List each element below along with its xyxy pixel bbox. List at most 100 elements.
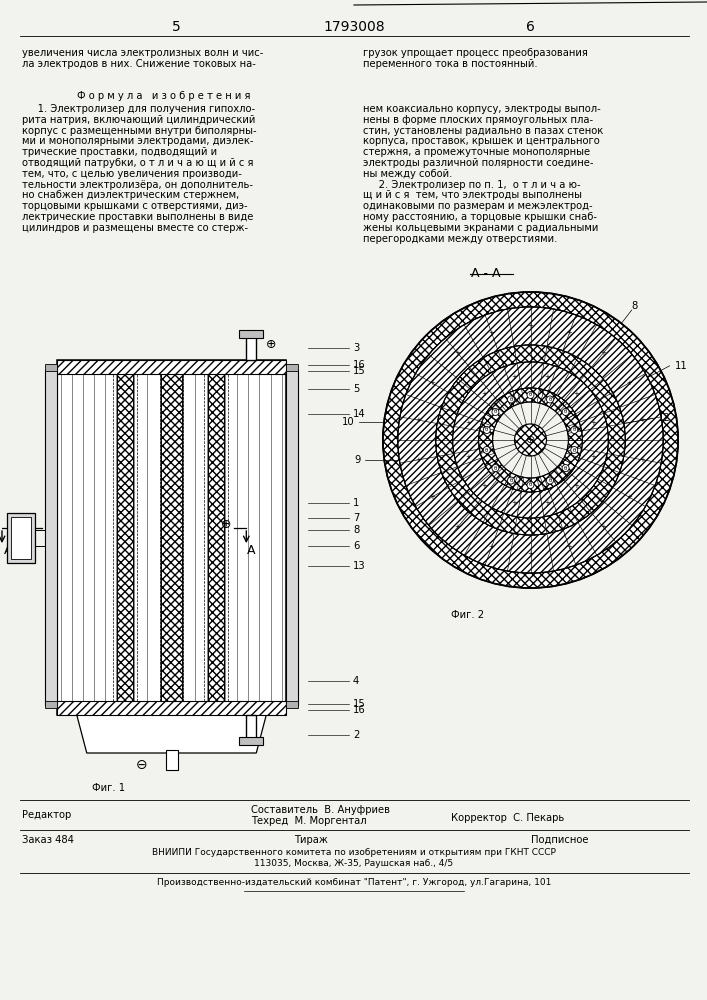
Text: стержня, а промежуточные монополярные: стержня, а промежуточные монополярные bbox=[363, 147, 590, 157]
Circle shape bbox=[527, 391, 534, 398]
Bar bbox=[45, 364, 57, 371]
Bar bbox=[57, 360, 286, 374]
Text: стин, установлены радиально в пазах стенок: стин, установлены радиально в пазах стен… bbox=[363, 126, 603, 136]
Bar bbox=[286, 701, 298, 708]
Text: θ: θ bbox=[564, 409, 567, 414]
Text: θ: θ bbox=[549, 478, 551, 483]
Text: +: + bbox=[590, 420, 596, 426]
Text: корпуса, проставок, крышек и центрального: корпуса, проставок, крышек и центральног… bbox=[363, 136, 600, 146]
Bar bbox=[246, 715, 256, 743]
Text: θ: θ bbox=[510, 478, 513, 483]
Bar bbox=[209, 374, 224, 701]
Bar bbox=[117, 374, 133, 701]
Circle shape bbox=[547, 477, 554, 484]
Bar bbox=[160, 374, 182, 701]
Text: 10: 10 bbox=[342, 417, 355, 427]
Text: +: + bbox=[640, 457, 645, 463]
Text: Составитель  В. Ануфриев: Составитель В. Ануфриев bbox=[251, 805, 390, 815]
Text: ⊕: ⊕ bbox=[526, 435, 535, 445]
Text: торцовыми крышками с отверстиями, диэ-: торцовыми крышками с отверстиями, диэ- bbox=[22, 201, 247, 211]
Text: 8: 8 bbox=[632, 301, 638, 311]
Text: рита натрия, включающий цилиндрический: рита натрия, включающий цилиндрический bbox=[22, 115, 255, 125]
Text: +: + bbox=[455, 350, 460, 356]
Text: θ: θ bbox=[485, 448, 489, 453]
Text: Ф о р м у л а   и з о б р е т е н и я: Ф о р м у л а и з о б р е т е н и я bbox=[77, 91, 250, 101]
Bar bbox=[240, 737, 263, 745]
Text: θ: θ bbox=[510, 397, 513, 402]
Text: ВНИИПИ Государственного комитета по изобретениям и открытиям при ГКНТ СССР: ВНИИПИ Государственного комитета по изоб… bbox=[152, 848, 556, 857]
Text: увеличения числа электролизных волн и чис-: увеличения числа электролизных волн и чи… bbox=[22, 48, 263, 58]
Text: θ: θ bbox=[549, 397, 551, 402]
Text: θ: θ bbox=[573, 448, 576, 453]
Bar bbox=[57, 360, 286, 715]
Text: 13: 13 bbox=[353, 561, 366, 571]
Text: +: + bbox=[465, 420, 471, 426]
Text: 1: 1 bbox=[353, 498, 359, 508]
Text: 11: 11 bbox=[674, 361, 687, 371]
Text: 15: 15 bbox=[353, 366, 366, 376]
Text: 8: 8 bbox=[353, 525, 359, 535]
Text: ⊖: ⊖ bbox=[136, 758, 148, 772]
Text: Корректор  С. Пекарь: Корректор С. Пекарь bbox=[451, 813, 564, 823]
Text: 7: 7 bbox=[353, 513, 359, 523]
Text: отводящий патрубки, о т л и ч а ю щ и й с я: отводящий патрубки, о т л и ч а ю щ и й … bbox=[22, 158, 253, 168]
Text: θ: θ bbox=[564, 466, 567, 471]
Bar bbox=[59, 374, 284, 701]
Text: θ: θ bbox=[573, 427, 576, 432]
Text: 5: 5 bbox=[353, 384, 359, 394]
Text: электроды различной полярности соедине-: электроды различной полярности соедине- bbox=[363, 158, 593, 168]
Text: +: + bbox=[590, 454, 596, 460]
Text: А: А bbox=[4, 544, 12, 557]
Text: +: + bbox=[416, 457, 421, 463]
Text: 6: 6 bbox=[353, 541, 359, 551]
Text: +: + bbox=[481, 391, 488, 397]
Bar bbox=[246, 332, 256, 360]
Text: Производственно-издательский комбинат "Патент", г. Ужгород, ул.Гагарина, 101: Производственно-издательский комбинат "П… bbox=[157, 878, 551, 887]
Circle shape bbox=[508, 396, 515, 403]
Text: 15: 15 bbox=[353, 699, 366, 709]
Text: 9: 9 bbox=[355, 455, 361, 465]
Text: ному расстоянию, а торцовые крышки снаб-: ному расстоянию, а торцовые крышки снаб- bbox=[363, 212, 597, 222]
Text: +: + bbox=[566, 544, 573, 550]
Circle shape bbox=[562, 408, 569, 415]
Circle shape bbox=[547, 396, 554, 403]
Circle shape bbox=[571, 426, 578, 433]
Text: +: + bbox=[527, 323, 534, 329]
Text: А - А: А - А bbox=[471, 267, 500, 280]
Text: +: + bbox=[626, 494, 632, 500]
Text: Заказ 484: Заказ 484 bbox=[22, 835, 74, 845]
Text: трические проставки, подводящий и: трические проставки, подводящий и bbox=[22, 147, 217, 157]
Text: тельности электролизёра, он дополнитель-: тельности электролизёра, он дополнитель- bbox=[22, 180, 253, 190]
Circle shape bbox=[484, 447, 490, 454]
Text: θ: θ bbox=[485, 427, 489, 432]
Circle shape bbox=[508, 477, 515, 484]
Text: 14: 14 bbox=[353, 409, 366, 419]
Text: Техред  М. Моргентал: Техред М. Моргентал bbox=[251, 816, 367, 826]
Text: цилиндров и размещены вместе со стерж-: цилиндров и размещены вместе со стерж- bbox=[22, 223, 248, 233]
Text: ⊕: ⊕ bbox=[266, 338, 276, 352]
Text: +: + bbox=[465, 454, 471, 460]
Text: +: + bbox=[573, 391, 579, 397]
Bar bbox=[45, 701, 57, 708]
Text: 6: 6 bbox=[526, 20, 535, 34]
Text: но снабжен диэлектрическим стержнем,: но снабжен диэлектрическим стержнем, bbox=[22, 190, 239, 200]
Text: Подписное: Подписное bbox=[530, 835, 588, 845]
Text: +: + bbox=[527, 551, 534, 557]
Text: ми и монополярными электродами, диэлек-: ми и монополярными электродами, диэлек- bbox=[22, 136, 253, 146]
Text: 3: 3 bbox=[353, 343, 359, 353]
Text: одинаковыми по размерам и межэлектрод-: одинаковыми по размерам и межэлектрод- bbox=[363, 201, 592, 211]
Bar bbox=[57, 701, 286, 715]
Text: Фиг. 2: Фиг. 2 bbox=[451, 610, 484, 620]
Text: θ: θ bbox=[493, 409, 497, 414]
Text: 5: 5 bbox=[172, 20, 181, 34]
Text: щ и й с я  тем, что электроды выполнены: щ и й с я тем, что электроды выполнены bbox=[363, 190, 582, 200]
Text: +: + bbox=[640, 417, 645, 423]
Text: θ: θ bbox=[493, 466, 497, 471]
Text: корпус с размещенными внутри биполярны-: корпус с размещенными внутри биполярны- bbox=[22, 126, 257, 136]
Text: Редактор: Редактор bbox=[22, 810, 71, 820]
Text: жены кольцевыми экранами с радиальными: жены кольцевыми экранами с радиальными bbox=[363, 223, 598, 233]
Text: +: + bbox=[566, 330, 573, 336]
Text: переменного тока в постоянный.: переменного тока в постоянный. bbox=[363, 59, 537, 69]
Text: А: А bbox=[247, 544, 255, 557]
Circle shape bbox=[515, 424, 547, 456]
